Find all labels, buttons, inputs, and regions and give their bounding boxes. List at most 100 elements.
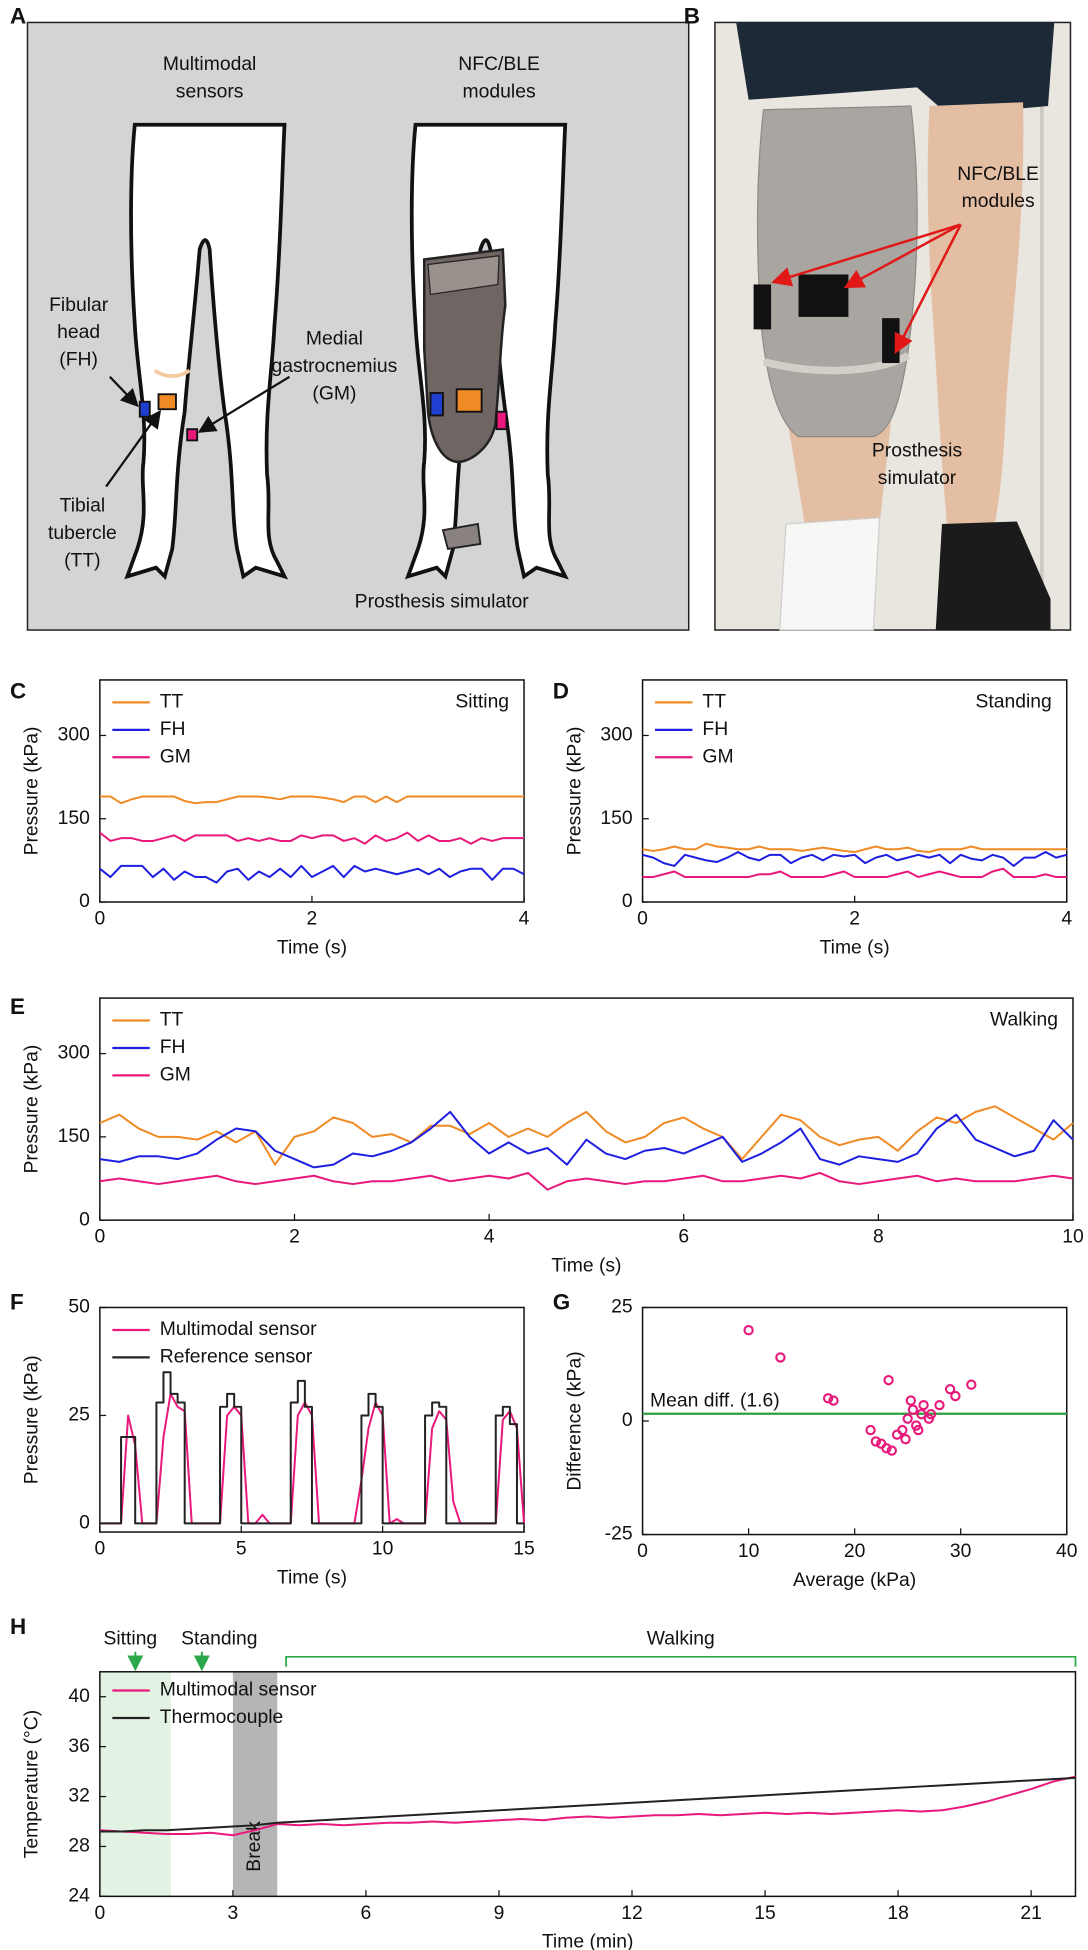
shaded-span <box>232 1671 278 1897</box>
label: sensors <box>176 81 244 102</box>
x-tick-label: 18 <box>887 1903 909 1924</box>
scatter-point <box>822 1393 834 1404</box>
chart: D 0 2 4 0 150 300 Time (s) Pressure (kPa) Standin… <box>553 678 1073 958</box>
scatter-point <box>743 1325 754 1336</box>
x-tick-label: 8 <box>873 1227 884 1248</box>
x-tick-label: 0 <box>94 1227 105 1248</box>
data-line <box>642 842 1067 854</box>
panel-letter: C <box>10 678 26 703</box>
leg <box>927 102 1024 537</box>
legend-label: GM <box>160 1065 191 1086</box>
y-tick-label: 300 <box>58 725 90 746</box>
shorts <box>736 22 1055 115</box>
x-tick-label: 15 <box>754 1903 776 1924</box>
arrow <box>894 224 962 355</box>
data-line <box>99 831 525 845</box>
arrow <box>105 409 162 488</box>
data-line <box>99 1105 1074 1166</box>
label: Prosthesis <box>872 441 962 462</box>
label: (TT) <box>64 551 101 572</box>
scatter-point <box>918 1399 929 1411</box>
label: simulator <box>878 468 957 489</box>
x-tick-label: 4 <box>1061 909 1072 930</box>
label: NFC/BLE <box>458 54 540 75</box>
x-tick-label: 12 <box>621 1903 643 1924</box>
data-line <box>99 1110 1074 1169</box>
panel-b: B NFC/BLE modules Prosthesis simulator <box>684 3 1072 631</box>
legend-label: FH <box>160 719 186 740</box>
plot-frame <box>641 1306 1068 1536</box>
panel-letter: F <box>10 1290 24 1315</box>
scatter-point <box>913 1424 924 1436</box>
x-tick-label: 15 <box>513 1539 534 1560</box>
data-line <box>642 851 1067 867</box>
legs-illustration <box>404 122 569 580</box>
panel-a: A Multimodal sensors NFC/BLE modules Fib… <box>10 3 690 631</box>
y-tick-label: 150 <box>58 1126 90 1147</box>
arrow <box>843 223 962 289</box>
legend-label: TT <box>160 692 184 713</box>
diagram-background <box>26 21 690 631</box>
y-tick-label: 0 <box>79 891 90 912</box>
x-tick-label: 2 <box>849 909 860 930</box>
shaded-span <box>99 1671 171 1897</box>
legend-label: TT <box>160 1010 184 1031</box>
panel-letter: H <box>10 1614 26 1639</box>
scatter-point <box>870 1436 882 1447</box>
y-axis-label: Difference (kPa) <box>564 1351 585 1490</box>
x-tick-label: 20 <box>844 1541 866 1562</box>
x-tick-label: 10 <box>372 1539 394 1560</box>
y-tick-label: 150 <box>600 808 632 829</box>
x-axis-label: Time (s) <box>820 937 890 958</box>
chart: C 0 2 4 0 150 300 Time (s) Pressure (kPa) Sitting… <box>10 678 530 958</box>
y-tick-label: -25 <box>605 1524 633 1545</box>
label: head <box>57 322 100 343</box>
legend-label: GM <box>160 746 191 767</box>
arrow <box>109 375 139 408</box>
panel-letter: D <box>553 678 569 703</box>
bracket <box>285 1655 1077 1667</box>
x-tick-label: 0 <box>94 909 105 930</box>
shoe <box>935 521 1051 631</box>
scatter-point <box>883 1374 894 1386</box>
scatter-point <box>897 1424 908 1436</box>
data-line <box>99 1171 1074 1191</box>
plot-frame <box>99 997 1074 1221</box>
legend-label: Multimodal sensor <box>160 1319 317 1340</box>
x-tick-label: 4 <box>484 1227 495 1248</box>
legend-label: Reference sensor <box>160 1346 313 1367</box>
annotation: Walking <box>647 1628 715 1649</box>
y-tick-label: 25 <box>68 1405 90 1426</box>
label: modules <box>962 191 1035 212</box>
x-tick-label: 2 <box>307 909 318 930</box>
x-axis-label: Time (min) <box>542 1932 634 1950</box>
scatter-point <box>907 1404 919 1415</box>
scatter-point <box>881 1443 892 1454</box>
x-tick-label: 30 <box>950 1541 972 1562</box>
y-tick-label: 0 <box>79 1209 90 1230</box>
x-tick-label: 0 <box>94 1539 105 1560</box>
y-tick-label: 150 <box>58 808 90 829</box>
y-axis-label: Pressure (kPa) <box>22 1355 43 1484</box>
label: Fibular <box>49 295 109 316</box>
span-label: Break <box>244 1821 265 1872</box>
x-axis-label: Average (kPa) <box>793 1570 916 1591</box>
panel-letter: B <box>684 3 700 28</box>
mean-label: Mean diff. (1.6) <box>650 1390 780 1411</box>
panel-letter: G <box>553 1290 570 1315</box>
legend-label: Multimodal sensor <box>160 1680 317 1701</box>
data-line <box>99 795 525 805</box>
annotation: Walking <box>990 1010 1058 1031</box>
y-tick-label: 50 <box>68 1297 90 1318</box>
scatter-point <box>865 1424 876 1436</box>
data-line <box>99 1775 1076 1837</box>
annotation: Standing <box>975 692 1051 713</box>
y-axis-label: Temperature (°C) <box>22 1710 43 1858</box>
y-tick-label: 300 <box>600 725 632 746</box>
x-tick-label: 2 <box>289 1227 300 1248</box>
x-tick-label: 0 <box>637 909 648 930</box>
x-tick-label: 4 <box>519 909 530 930</box>
shoe <box>779 517 881 631</box>
